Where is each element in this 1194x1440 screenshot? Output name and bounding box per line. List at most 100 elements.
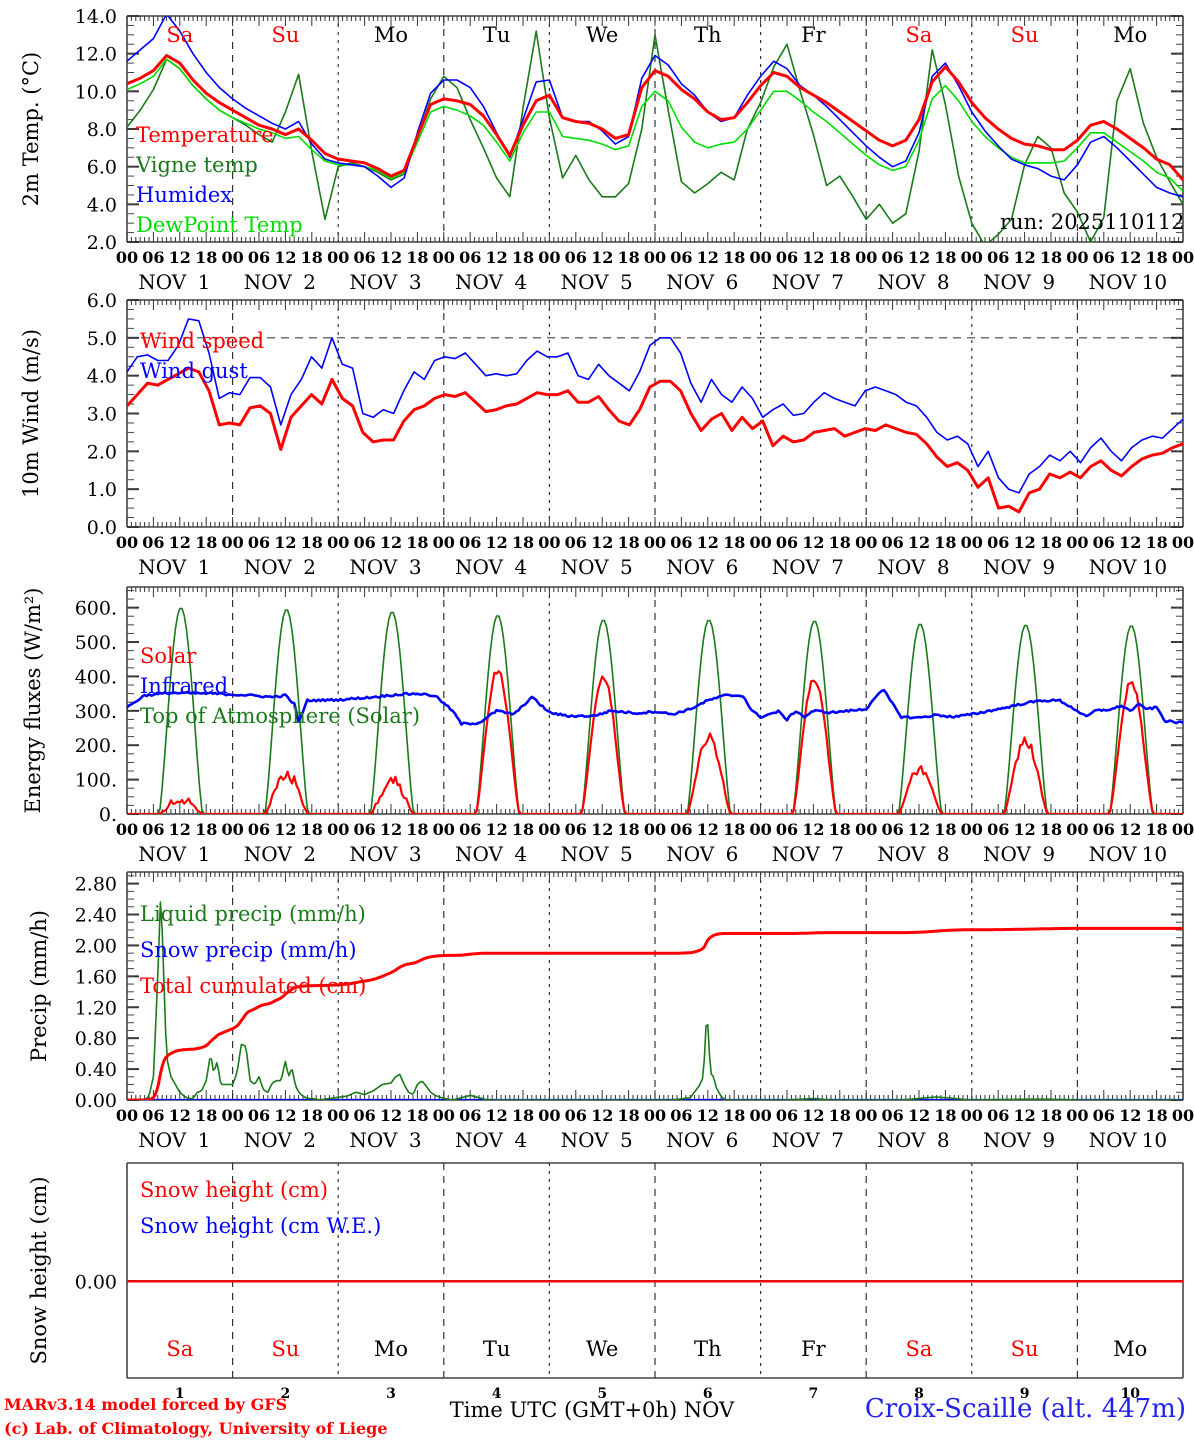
hour-tick-label: 12: [697, 248, 719, 267]
ytick-label: 100.: [75, 770, 117, 792]
hour-tick-label: 12: [1119, 820, 1141, 839]
hour-tick-label: 00: [749, 533, 771, 552]
bottom-day-number: 3: [386, 1386, 396, 1402]
hour-tick-label: 12: [1119, 1106, 1141, 1125]
hour-tick-label: 00: [855, 1106, 877, 1125]
ytick-label: 0.80: [75, 1028, 117, 1050]
hour-tick-label: 18: [934, 1106, 956, 1125]
hour-tick-label: 06: [459, 820, 481, 839]
date-month-label: NOV: [1089, 1128, 1138, 1152]
hour-tick-label: 18: [723, 1106, 745, 1125]
day-of-week-label: Su: [1011, 23, 1039, 47]
date-month-label: NOV: [561, 1128, 610, 1152]
ytick-label: 2.00: [75, 935, 117, 957]
hour-tick-label: 00: [1172, 533, 1194, 552]
ytick-label: 500.: [75, 632, 117, 654]
hour-tick-label: 06: [987, 248, 1009, 267]
hour-tick-label: 06: [142, 1106, 164, 1125]
hour-tick-label: 06: [1093, 820, 1115, 839]
ytick-label: 0.00: [75, 1271, 117, 1293]
hour-tick-label: 18: [829, 820, 851, 839]
run-label: run: 2025110112: [1000, 210, 1184, 234]
day-of-week-label-bottom: Su: [1011, 1337, 1039, 1361]
hour-tick-label: 18: [1145, 1106, 1167, 1125]
hour-tick-label: 12: [908, 1106, 930, 1125]
date-day-label: 2: [303, 1128, 316, 1152]
hour-tick-label: 06: [670, 820, 692, 839]
date-day-label: 7: [831, 842, 844, 866]
hour-tick-label: 18: [406, 820, 428, 839]
day-of-week-label: Mo: [1113, 23, 1147, 47]
legend-item-wind-speed: Wind speed: [140, 329, 264, 353]
date-day-label: 4: [514, 1128, 527, 1152]
hour-tick-label: 18: [406, 533, 428, 552]
legend-item-vigne-temp: Vigne temp: [135, 153, 258, 177]
date-day-label: 1: [198, 270, 211, 294]
hour-tick-label: 00: [1066, 1106, 1088, 1125]
y-axis-title-precip: Precip (mm/h): [27, 910, 51, 1062]
hour-tick-label: 06: [670, 533, 692, 552]
hour-tick-label: 00: [1066, 248, 1088, 267]
legend-item-temperature: Temperature: [136, 123, 274, 147]
date-month-label: NOV: [772, 1128, 821, 1152]
hour-tick-label: 00: [1172, 820, 1194, 839]
hour-tick-label: 12: [485, 533, 507, 552]
hour-tick-label: 12: [380, 248, 402, 267]
ytick-label: 0.: [99, 804, 117, 826]
hour-tick-label: 00: [538, 820, 560, 839]
hour-tick-label: 12: [1013, 533, 1035, 552]
date-day-label: 8: [937, 270, 950, 294]
bottom-day-number: 4: [492, 1386, 502, 1402]
ytick-label: 300.: [75, 701, 117, 723]
date-month-label: NOV: [983, 270, 1032, 294]
ytick-label: 14.0: [75, 6, 117, 28]
date-month-label: NOV: [1089, 842, 1138, 866]
hour-tick-label: 18: [512, 533, 534, 552]
date-month-label: NOV: [772, 842, 821, 866]
hour-tick-label: 12: [1013, 248, 1035, 267]
date-day-label: 5: [620, 555, 633, 579]
series-humidex: [127, 16, 1183, 198]
day-of-week-label-bottom: Mo: [1113, 1337, 1147, 1361]
hour-tick-label: 06: [670, 1106, 692, 1125]
date-month-label: NOV: [455, 270, 504, 294]
ytick-label: 6.0: [87, 290, 117, 312]
panel-wind: 0.0 1.0 2.0 3.0 4.0 5.0 6.0 10m Wind (m/s) Wind …: [19, 290, 1194, 579]
date-day-label: 6: [726, 555, 739, 579]
hour-tick-label: 00: [433, 248, 455, 267]
date-day-label: 8: [937, 842, 950, 866]
day-of-week-label: We: [586, 23, 618, 47]
hour-tick-label: 06: [565, 533, 587, 552]
date-day-label: 10: [1142, 1128, 1167, 1152]
series-wind-speed: [127, 366, 1183, 514]
legend-item-snow-height-cm-w-e-: Snow height (cm W.E.): [140, 1214, 381, 1238]
hour-tick-label: 18: [1145, 248, 1167, 267]
series-liquid-precip: [127, 901, 1182, 1100]
hour-tick-label: 12: [802, 1106, 824, 1125]
date-month-label: NOV: [244, 842, 293, 866]
date-month-label: NOV: [455, 555, 504, 579]
day-of-week-label: Sa: [906, 23, 933, 47]
series-top-of-atmosphere: [127, 607, 1183, 814]
hour-tick-label: 06: [987, 820, 1009, 839]
hour-tick-label: 06: [565, 820, 587, 839]
hour-tick-label: 18: [617, 1106, 639, 1125]
footer: MARv3.14 model forced by GFS (c) Lab. of …: [4, 1394, 1186, 1438]
hour-tick-label: 12: [1119, 533, 1141, 552]
hour-tick-label: 12: [591, 533, 613, 552]
hour-tick-label: 06: [353, 533, 375, 552]
date-day-label: 1: [198, 555, 211, 579]
time-axis-label: Time UTC (GMT+0h) NOV: [450, 1398, 735, 1422]
hour-tick-label: 00: [644, 248, 666, 267]
hour-tick-label: 12: [591, 1106, 613, 1125]
hour-tick-label: 18: [1040, 248, 1062, 267]
ytick-label: 2.40: [75, 905, 117, 927]
date-month-label: NOV: [349, 555, 398, 579]
hour-tick-label: 18: [934, 820, 956, 839]
hour-tick-label: 18: [301, 820, 323, 839]
series-vigne-temp: [127, 30, 1183, 242]
date-day-label: 9: [1042, 270, 1055, 294]
hour-tick-label: 06: [881, 248, 903, 267]
hour-tick-label: 18: [195, 1106, 217, 1125]
